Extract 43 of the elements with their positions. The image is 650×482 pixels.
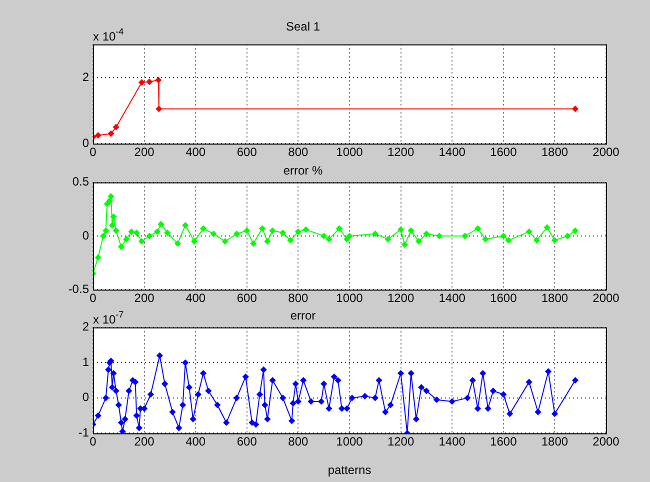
chart-title: Seal 1	[286, 20, 320, 34]
x-tick-label: 1600	[490, 434, 518, 449]
y-tick-label: 0	[82, 228, 90, 242]
x-tick-label: 800	[288, 145, 309, 160]
x-tick-label: 600	[236, 434, 258, 449]
x-tick-label: 2000	[592, 434, 620, 449]
x-tick-label: 2000	[592, 291, 620, 306]
y-tick-label: 1	[82, 354, 90, 369]
x-tick-label: 400	[186, 291, 206, 306]
x-tick-label: 800	[288, 434, 309, 449]
y-tick-label: -0.5	[68, 282, 90, 296]
x-tick-label: 1000	[336, 291, 364, 306]
x-tick-label: 1600	[490, 145, 518, 160]
x-tick-label: 1400	[438, 145, 466, 160]
x-tick-label: 800	[288, 291, 309, 306]
chart-title: error %	[283, 164, 323, 178]
x-tick-label: 1800	[541, 434, 568, 449]
x-tick-label: 1200	[387, 434, 414, 449]
y-tick-label: 2	[82, 320, 90, 334]
y-tick-label: -1	[78, 426, 90, 440]
x-tick-label: 200	[134, 434, 155, 449]
x-tick-label: 200	[134, 291, 155, 306]
x-axis-title: patterns	[328, 463, 372, 478]
x-tick-label: 1800	[541, 145, 568, 160]
y-tick-label: 2	[82, 70, 90, 84]
x-tick-label: 600	[236, 291, 258, 306]
x-tick-label: 600	[236, 145, 258, 160]
x-tick-label: 1800	[541, 291, 568, 306]
y-tick-label: 0	[82, 390, 90, 404]
x-tick-label: 1600	[490, 291, 518, 306]
y-tick-label: 0.5	[72, 174, 90, 189]
x-tick-label: 400	[186, 145, 206, 160]
x-tick-label: 400	[186, 434, 206, 449]
x-tick-label: 1000	[336, 145, 364, 160]
x-tick-label: 1200	[387, 291, 414, 306]
x-tick-label: 1200	[387, 145, 414, 160]
x-tick-label: 1000	[336, 434, 364, 449]
x-tick-label: 2000	[592, 145, 620, 160]
chart-title: error	[290, 308, 316, 323]
y-tick-label: 0	[82, 136, 90, 150]
x-tick-label: 1400	[438, 434, 466, 449]
x-tick-label: 200	[134, 145, 155, 160]
x-tick-label: 1400	[438, 291, 466, 306]
